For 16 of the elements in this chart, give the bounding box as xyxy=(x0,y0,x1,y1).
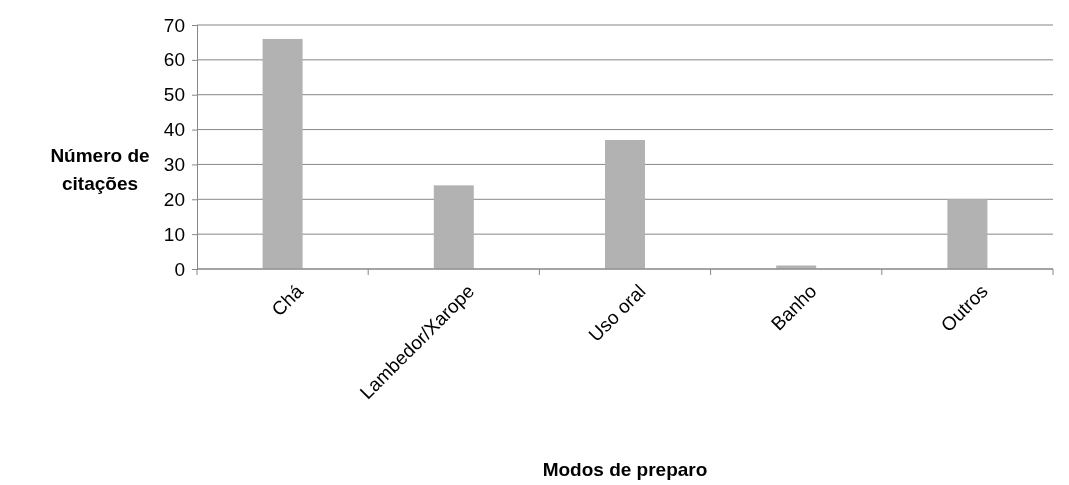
bar xyxy=(262,38,303,269)
y-tick-label: 20 xyxy=(163,188,185,210)
bar xyxy=(947,199,988,269)
y-tick-label: 40 xyxy=(163,119,185,141)
x-axis-title: Modos de preparo xyxy=(542,459,708,480)
y-tick-label: 0 xyxy=(174,258,185,280)
x-tick-label: Chá xyxy=(267,280,308,321)
bar xyxy=(605,140,645,269)
y-tick-label: 10 xyxy=(163,223,185,245)
y-tick-label: 70 xyxy=(163,14,185,36)
y-axis-title: Número de citações xyxy=(50,145,150,194)
y-tick-label: 30 xyxy=(163,154,185,176)
y-tick-label: 50 xyxy=(163,84,185,106)
bar xyxy=(433,185,474,269)
y-tick-label: 60 xyxy=(163,49,185,71)
x-tick-label: Uso oral xyxy=(584,280,650,346)
